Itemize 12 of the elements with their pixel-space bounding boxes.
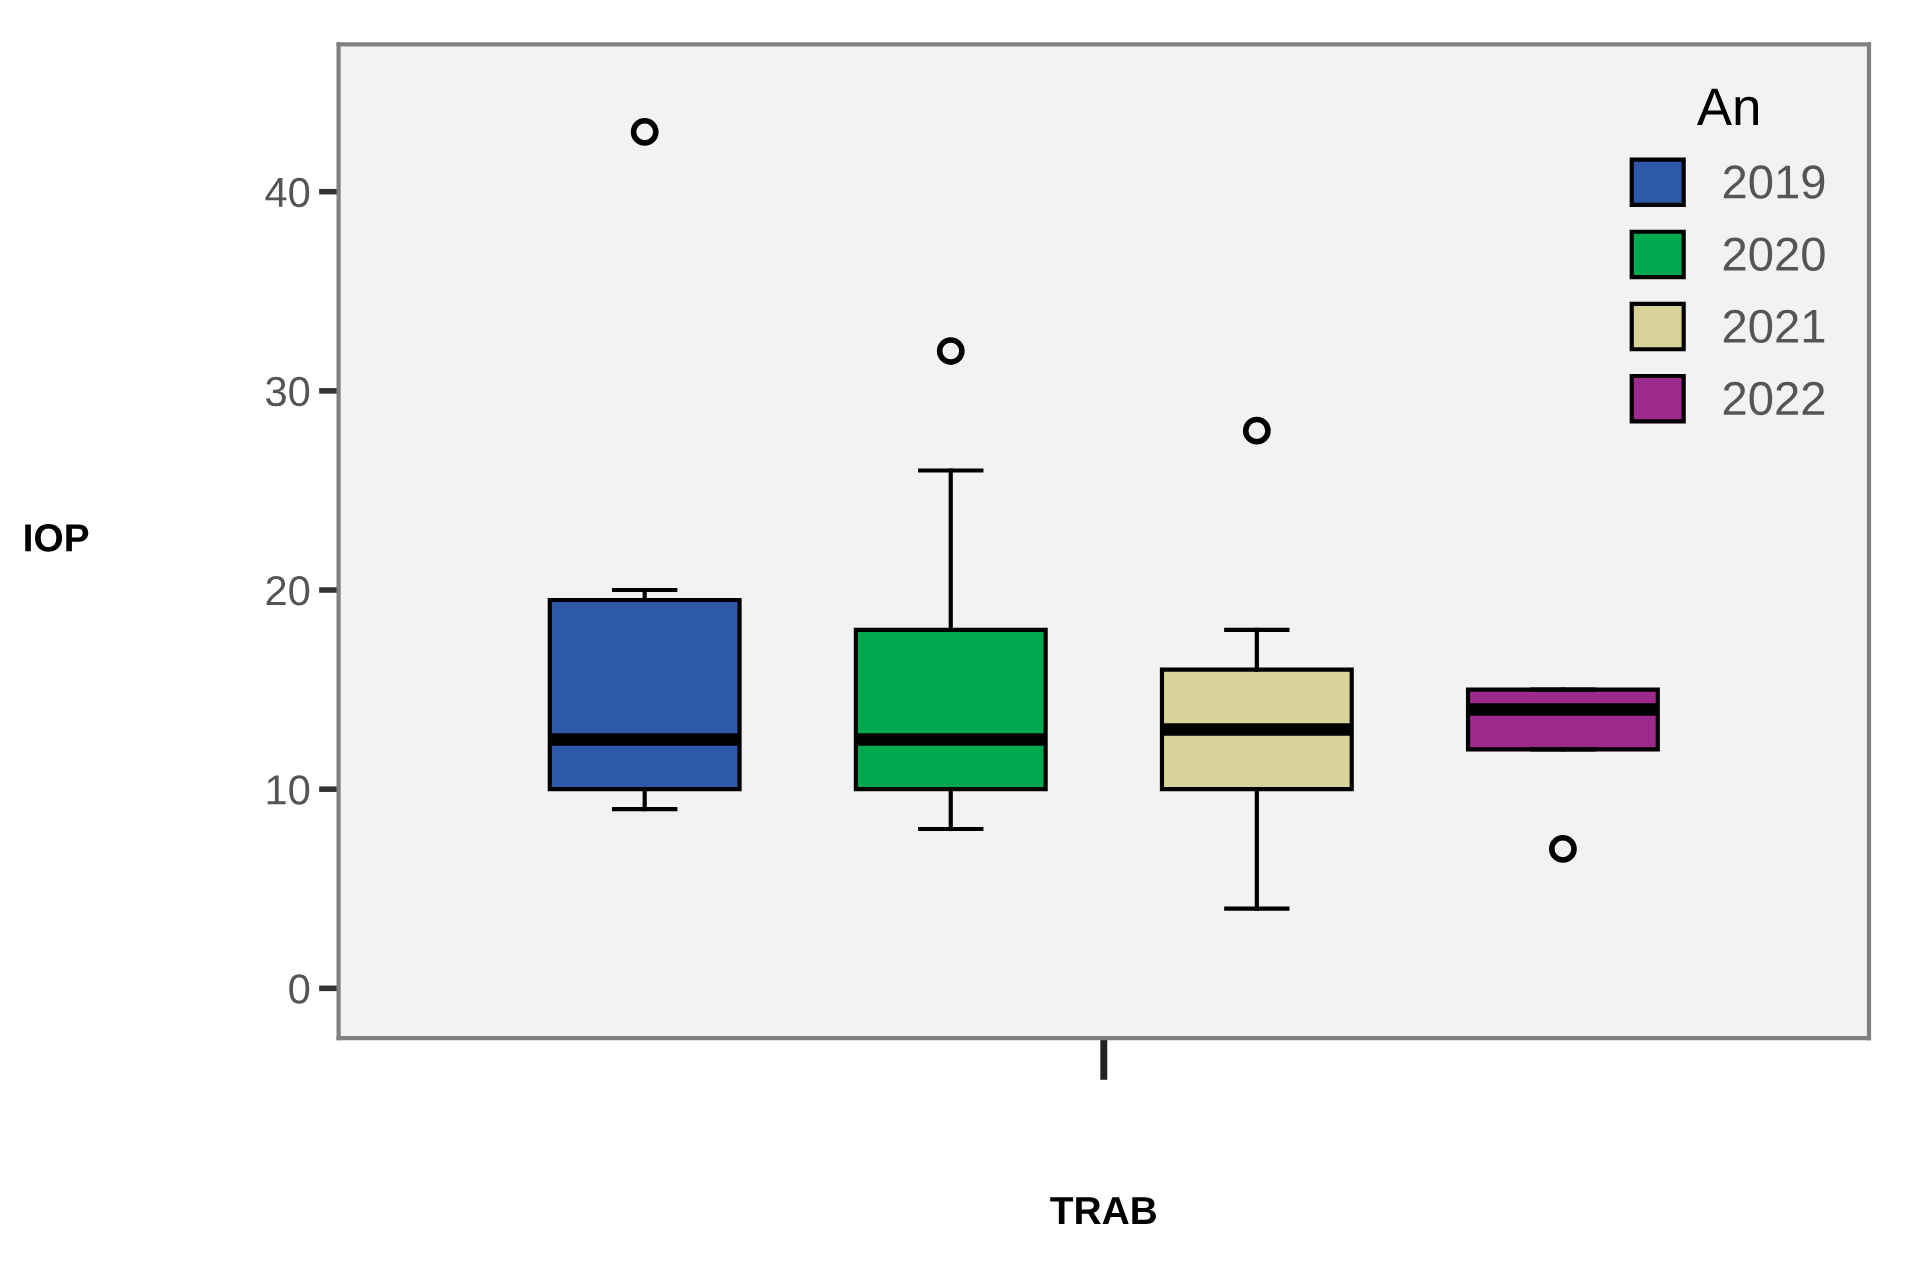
y-tick-label: 10 [267,775,310,805]
y-tick-label: 20 [266,576,310,606]
legend-label: 2019 [1723,165,1825,199]
legend-label: 2020 [1723,237,1825,271]
legend-label: 2021 [1723,309,1825,344]
y-tick-label: 40 [265,177,310,208]
legend-label: 2022 [1723,381,1825,416]
x-axis-title: TRAB [1050,1197,1157,1224]
y-axis-title: IOP [25,524,89,552]
y-tick-label: 30 [266,376,310,407]
y-tick-label: 0 [289,974,310,1004]
legend-title: An [1696,88,1758,126]
